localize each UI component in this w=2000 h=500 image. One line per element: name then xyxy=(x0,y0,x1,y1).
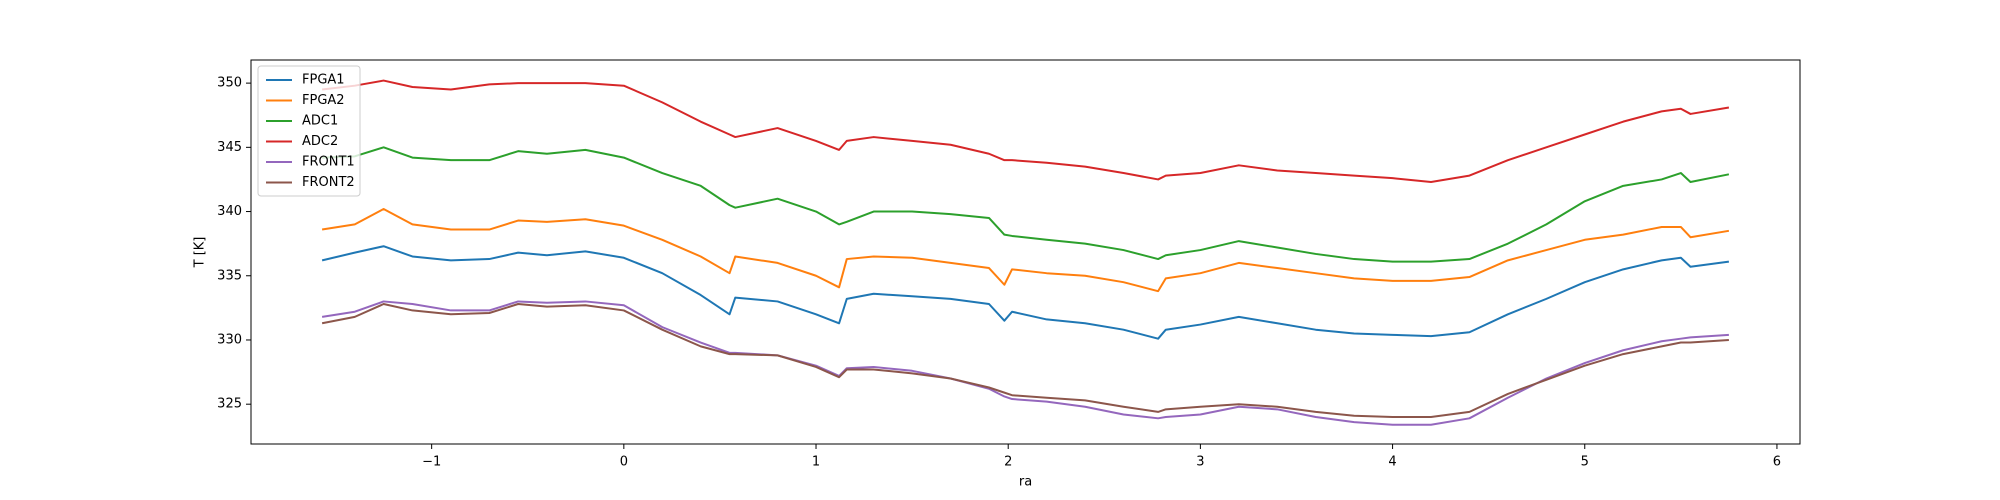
series-line xyxy=(321,207,1730,293)
x-tick-label: 3 xyxy=(1196,455,1204,470)
y-tick-label: 350 xyxy=(217,76,242,91)
series-line xyxy=(321,300,1729,426)
y-tick-label: 340 xyxy=(217,204,242,219)
legend-label: ADC2 xyxy=(302,134,338,149)
y-axis-label: T [K] xyxy=(193,237,208,269)
legend-box xyxy=(257,65,361,197)
plot-frame xyxy=(250,59,1801,445)
legend-label: FRONT1 xyxy=(302,155,355,170)
legend-label: FPGA1 xyxy=(302,73,345,88)
x-tick-label: 5 xyxy=(1581,455,1589,470)
x-tick-label: 2 xyxy=(1004,455,1012,470)
x-tick-label: 4 xyxy=(1388,455,1396,470)
series-line xyxy=(321,79,1730,184)
y-tick-label: 335 xyxy=(217,268,242,283)
y-tick-label: 330 xyxy=(217,332,242,347)
x-tick-label: −1 xyxy=(422,455,441,470)
legend-label: FRONT2 xyxy=(302,175,355,190)
series-line xyxy=(321,303,1729,419)
x-tick-label: 0 xyxy=(620,455,628,470)
x-tick-label: 1 xyxy=(812,455,820,470)
series-line xyxy=(322,146,1730,263)
x-tick-label: 6 xyxy=(1773,455,1781,470)
y-tick-label: 345 xyxy=(217,140,242,155)
y-tick-label: 325 xyxy=(217,397,242,412)
legend-label: FPGA2 xyxy=(302,93,345,108)
legend-label: ADC1 xyxy=(302,114,338,129)
x-axis-label: ra xyxy=(1019,475,1032,490)
series-line xyxy=(321,245,1730,340)
